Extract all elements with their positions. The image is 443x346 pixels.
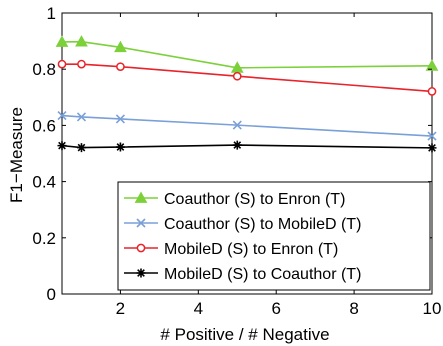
- legend-label: MobileD (S) to Enron (T): [164, 241, 338, 258]
- data-point: [115, 114, 125, 124]
- y-tick-label: 0.4: [32, 173, 56, 192]
- y-tick-label: 0.2: [32, 229, 56, 248]
- data-point: [76, 143, 86, 153]
- x-tick-label: 10: [423, 299, 442, 318]
- data-point: [232, 120, 242, 130]
- legend-marker: [136, 243, 146, 253]
- legend-marker: [136, 268, 146, 278]
- data-point: [116, 62, 125, 72]
- data-point: [425, 59, 439, 71]
- data-point: [232, 140, 242, 150]
- legend-box: [117, 181, 431, 291]
- legend: Coauthor (S) to Enron (T) Coauthor (S) to…: [117, 181, 431, 291]
- data-point: [75, 35, 88, 47]
- legend-label: Coauthor (S) to MobileD (T): [164, 216, 361, 233]
- y-tick-label: 1: [47, 4, 56, 23]
- x-tick-label: 6: [271, 299, 280, 318]
- x-tick-label: 2: [116, 299, 125, 318]
- legend-label: Coauthor (S) to Enron (T): [164, 191, 345, 208]
- legend-marker: [134, 191, 148, 203]
- data-point: [57, 110, 67, 121]
- data-point: [77, 59, 86, 69]
- y-tick-label: 0.8: [32, 60, 56, 79]
- y-tick-label: 0: [47, 285, 56, 304]
- x-tick-label: 8: [349, 299, 358, 318]
- x-axis-label: # Positive / # Negative: [160, 325, 329, 344]
- data-point: [57, 59, 67, 69]
- data-point: [427, 87, 437, 96]
- data-point: [57, 141, 67, 151]
- y-axis-label: F1−Measure: [7, 107, 26, 203]
- data-point: [114, 40, 127, 53]
- x-tick-label: 4: [194, 299, 203, 318]
- data-point: [115, 142, 125, 152]
- legend-marker: [136, 218, 146, 228]
- legend-label: MobileD (S) to Coauthor (T): [164, 266, 361, 283]
- y-tick-label: 0.6: [32, 116, 56, 135]
- data-point: [232, 71, 242, 81]
- data-point: [427, 131, 437, 141]
- data-point: [55, 35, 69, 47]
- data-point: [427, 143, 437, 153]
- data-point: [76, 112, 87, 122]
